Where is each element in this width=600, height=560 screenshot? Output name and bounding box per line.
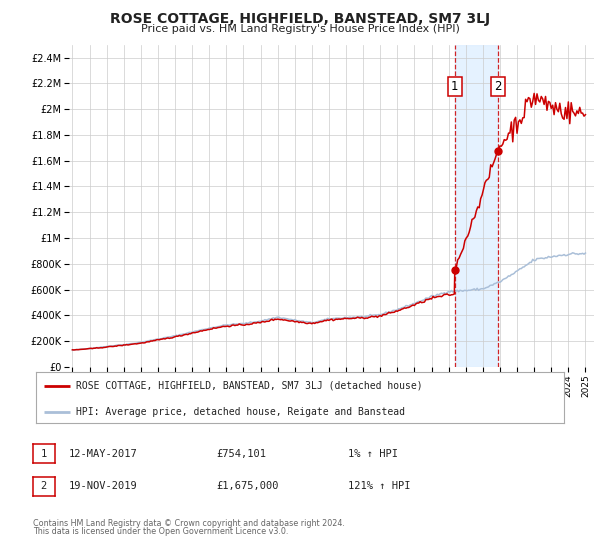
Text: £1,675,000: £1,675,000 — [216, 481, 278, 491]
Text: ROSE COTTAGE, HIGHFIELD, BANSTEAD, SM7 3LJ (detached house): ROSE COTTAGE, HIGHFIELD, BANSTEAD, SM7 3… — [76, 380, 422, 390]
Text: 1% ↑ HPI: 1% ↑ HPI — [348, 449, 398, 459]
Text: 121% ↑ HPI: 121% ↑ HPI — [348, 481, 410, 491]
Text: ROSE COTTAGE, HIGHFIELD, BANSTEAD, SM7 3LJ: ROSE COTTAGE, HIGHFIELD, BANSTEAD, SM7 3… — [110, 12, 490, 26]
Text: 1: 1 — [41, 449, 47, 459]
Text: 2: 2 — [41, 481, 47, 491]
Text: 1: 1 — [451, 80, 458, 93]
Text: Price paid vs. HM Land Registry's House Price Index (HPI): Price paid vs. HM Land Registry's House … — [140, 24, 460, 34]
Text: £754,101: £754,101 — [216, 449, 266, 459]
Text: 19-NOV-2019: 19-NOV-2019 — [69, 481, 138, 491]
Bar — [455, 45, 498, 367]
Text: 12-MAY-2017: 12-MAY-2017 — [69, 449, 138, 459]
Text: This data is licensed under the Open Government Licence v3.0.: This data is licensed under the Open Gov… — [33, 528, 289, 536]
Text: HPI: Average price, detached house, Reigate and Banstead: HPI: Average price, detached house, Reig… — [76, 407, 404, 417]
Text: 2: 2 — [494, 80, 502, 93]
Text: Contains HM Land Registry data © Crown copyright and database right 2024.: Contains HM Land Registry data © Crown c… — [33, 519, 345, 528]
